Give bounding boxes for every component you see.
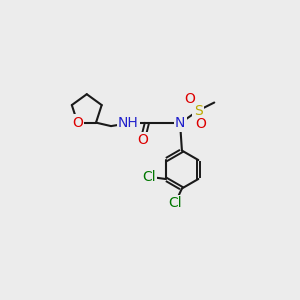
Text: Cl: Cl	[168, 196, 182, 211]
Text: O: O	[184, 92, 195, 106]
Text: N: N	[175, 116, 185, 130]
Text: O: O	[195, 118, 206, 131]
Text: NH: NH	[118, 116, 139, 130]
Text: O: O	[137, 133, 148, 147]
Text: O: O	[72, 116, 83, 130]
Text: Cl: Cl	[142, 170, 156, 184]
Text: S: S	[194, 103, 203, 118]
